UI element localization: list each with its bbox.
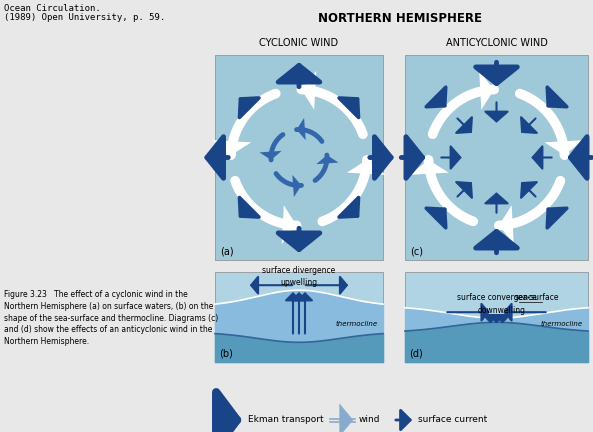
- Text: (a): (a): [220, 246, 234, 256]
- Text: (d): (d): [409, 349, 423, 359]
- FancyBboxPatch shape: [215, 272, 383, 362]
- Text: surface convergence: surface convergence: [457, 293, 537, 302]
- FancyBboxPatch shape: [215, 55, 383, 260]
- Text: thermocline: thermocline: [541, 321, 583, 327]
- Text: sea-surface: sea-surface: [515, 293, 559, 302]
- Text: NORTHERN HEMISPHERE: NORTHERN HEMISPHERE: [318, 12, 482, 25]
- Text: Ocean Circulation.: Ocean Circulation.: [4, 4, 101, 13]
- Text: upwelling: upwelling: [280, 278, 318, 287]
- Text: Ekman transport: Ekman transport: [248, 416, 324, 425]
- Text: downwelling: downwelling: [477, 306, 525, 315]
- Text: (c): (c): [410, 246, 423, 256]
- FancyBboxPatch shape: [405, 55, 588, 260]
- Text: ANTICYCLONIC WIND: ANTICYCLONIC WIND: [445, 38, 547, 48]
- Text: CYCLONIC WIND: CYCLONIC WIND: [260, 38, 339, 48]
- FancyBboxPatch shape: [405, 272, 588, 362]
- Text: (b): (b): [219, 349, 233, 359]
- Text: (1989) Open University, p. 59.: (1989) Open University, p. 59.: [4, 13, 165, 22]
- Text: surface current: surface current: [418, 416, 487, 425]
- Text: thermocline: thermocline: [336, 321, 378, 327]
- Text: Figure 3.23   The effect of a cyclonic wind in the
Northern Hemisphere (a) on su: Figure 3.23 The effect of a cyclonic win…: [4, 290, 218, 346]
- Text: wind: wind: [359, 416, 381, 425]
- Text: surface divergence: surface divergence: [262, 266, 336, 275]
